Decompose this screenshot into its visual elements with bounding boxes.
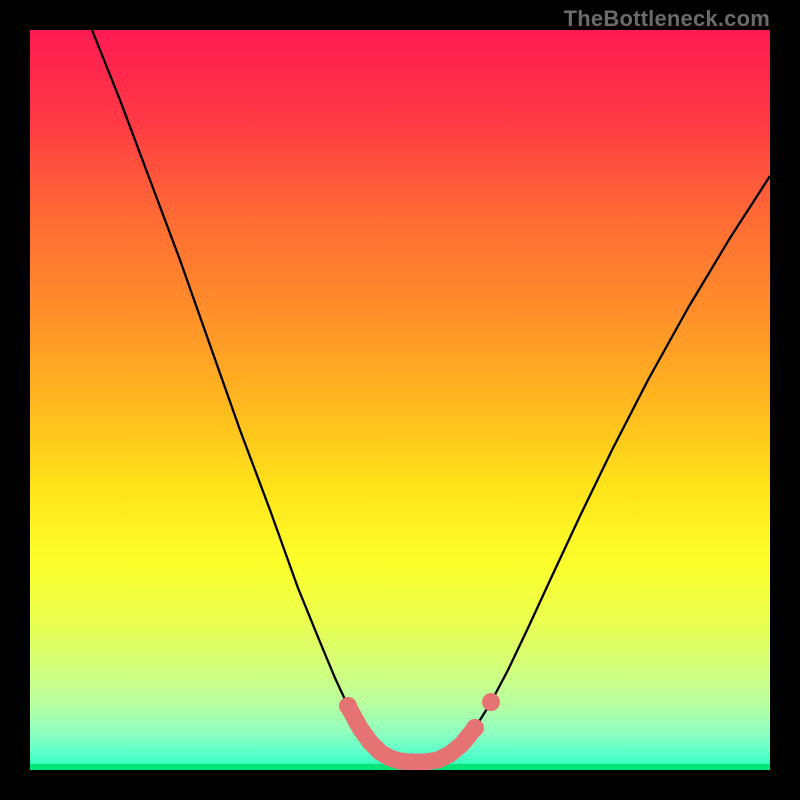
plot-svg [30, 30, 770, 770]
threshold-end-dot-right [466, 719, 484, 737]
threshold-end-dot-left [339, 697, 357, 715]
watermark-text: TheBottleneck.com [564, 6, 770, 32]
plot-area [30, 30, 770, 770]
threshold-gap-dot [482, 693, 500, 711]
gradient-background [30, 30, 770, 770]
chart-frame: TheBottleneck.com [0, 0, 800, 800]
